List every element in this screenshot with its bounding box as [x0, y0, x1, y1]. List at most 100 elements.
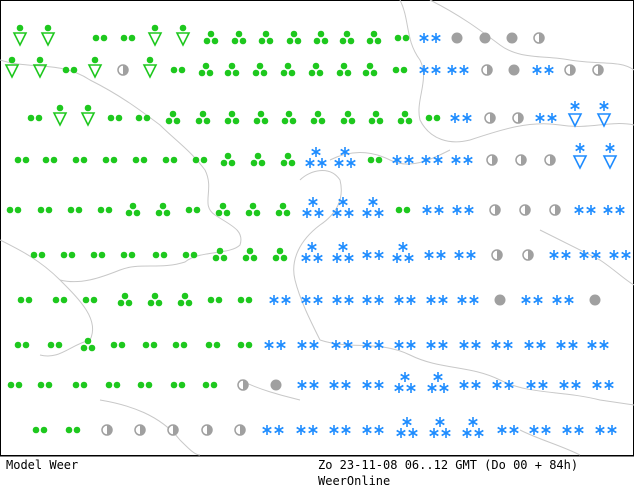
drop — [190, 251, 198, 259]
shower-triangle — [567, 113, 583, 128]
heavy-snow — [334, 147, 356, 168]
flake — [559, 381, 569, 389]
drop — [143, 114, 151, 122]
drop — [207, 296, 215, 304]
drizzle — [237, 341, 253, 349]
drop — [348, 117, 356, 125]
drizzle — [14, 341, 30, 349]
drizzle — [32, 426, 48, 434]
snow — [549, 250, 571, 260]
flake — [362, 209, 372, 217]
rain — [195, 110, 211, 125]
flake — [281, 296, 291, 304]
drop — [245, 209, 253, 217]
rain-shower — [32, 56, 48, 79]
drop — [72, 156, 80, 164]
drop — [343, 30, 351, 38]
drop — [70, 66, 78, 74]
drop — [117, 299, 125, 307]
drop — [206, 69, 214, 77]
rain — [253, 110, 269, 125]
snow — [421, 155, 443, 165]
snow — [603, 205, 625, 215]
drop — [257, 110, 265, 118]
cloud-half — [598, 65, 603, 75]
timestamp: Zo 23-11-08 06..12 GMT (Do 00 + 84h) — [318, 458, 578, 472]
cloud-half — [173, 425, 178, 435]
drop — [232, 117, 240, 125]
drop — [250, 254, 258, 262]
drop — [253, 117, 261, 125]
drop — [36, 56, 44, 64]
drop — [232, 69, 240, 77]
snow — [394, 340, 416, 350]
heavy-snow — [462, 417, 484, 438]
drop — [347, 37, 355, 45]
snow — [459, 340, 481, 350]
flake — [332, 296, 342, 304]
snow — [394, 295, 416, 305]
drop — [375, 156, 383, 164]
model-label: Model Weer — [6, 458, 78, 472]
snow — [297, 380, 319, 390]
drop — [185, 206, 193, 214]
overcast — [270, 379, 282, 391]
cloud-half — [518, 113, 523, 123]
half-cloud — [489, 204, 501, 216]
drizzle — [395, 206, 411, 214]
cloud-half — [492, 155, 497, 165]
drop — [80, 381, 88, 389]
drop — [80, 344, 88, 352]
shower-triangle — [4, 64, 20, 79]
snow — [264, 340, 286, 350]
flake — [404, 156, 414, 164]
drop — [120, 34, 128, 42]
flake — [521, 296, 531, 304]
drizzle — [120, 34, 136, 42]
drop — [67, 206, 75, 214]
drop — [22, 341, 30, 349]
drop — [193, 206, 201, 214]
flake — [431, 34, 441, 42]
drizzle — [152, 251, 168, 259]
shower-triangle — [40, 32, 56, 47]
rain — [220, 152, 236, 167]
flake — [406, 384, 416, 392]
drop — [288, 159, 296, 167]
snow — [424, 250, 446, 260]
heavy-snow — [396, 417, 418, 438]
flake — [341, 381, 351, 389]
rain — [313, 30, 329, 45]
drop — [40, 426, 48, 434]
snow — [426, 295, 448, 305]
flake — [533, 296, 543, 304]
drop — [228, 62, 236, 70]
drop — [110, 341, 118, 349]
drop — [394, 34, 402, 42]
drop — [6, 206, 14, 214]
heavy-snow — [302, 197, 324, 218]
flake — [311, 148, 321, 156]
drop — [402, 34, 410, 42]
flake — [497, 426, 507, 434]
drop — [245, 296, 253, 304]
half-cloud — [117, 64, 129, 76]
weather-symbols — [4, 24, 631, 438]
drop — [129, 202, 137, 210]
drizzle — [47, 341, 63, 349]
drizzle — [97, 206, 113, 214]
rain — [177, 292, 193, 307]
snow — [362, 380, 384, 390]
drizzle — [172, 341, 188, 349]
drop — [142, 341, 150, 349]
rain — [281, 110, 297, 125]
flake — [609, 251, 619, 259]
cloud-half — [240, 425, 245, 435]
flake — [406, 341, 416, 349]
flake — [374, 209, 384, 217]
flake — [457, 296, 467, 304]
heavy-snow — [429, 417, 451, 438]
drop — [372, 110, 380, 118]
flake — [368, 198, 378, 206]
drop — [213, 341, 221, 349]
